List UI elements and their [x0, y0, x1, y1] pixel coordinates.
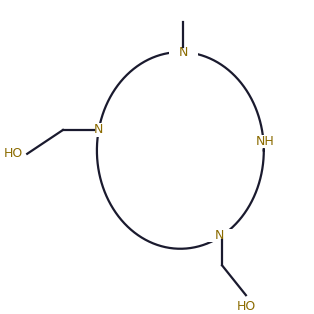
Text: N: N — [214, 229, 224, 242]
Bar — [249, 135, 278, 149]
Text: HO: HO — [236, 300, 256, 313]
Text: HO: HO — [3, 147, 23, 160]
Text: N: N — [179, 46, 188, 59]
Bar — [208, 229, 236, 242]
Text: NH: NH — [256, 135, 274, 148]
Text: N: N — [94, 123, 103, 137]
Bar — [84, 123, 113, 137]
Bar — [169, 46, 198, 59]
